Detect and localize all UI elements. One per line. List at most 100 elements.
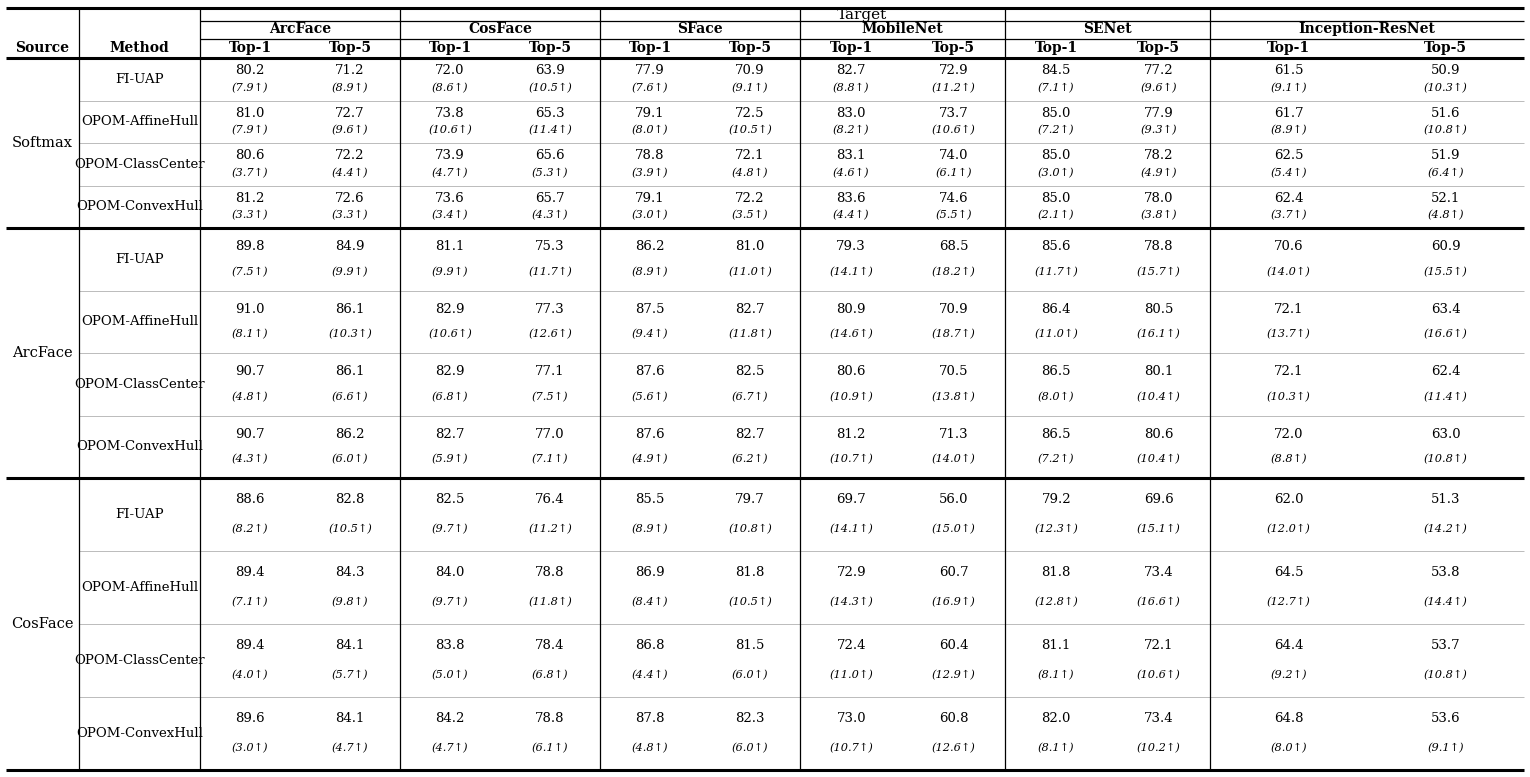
Text: (10.8↑): (10.8↑)	[1423, 670, 1467, 680]
Text: (16.9↑): (16.9↑)	[932, 597, 976, 608]
Text: (4.7↑): (4.7↑)	[431, 168, 468, 178]
Text: (8.2↑): (8.2↑)	[832, 125, 869, 135]
Text: 73.6: 73.6	[435, 192, 465, 205]
Text: (10.5↑): (10.5↑)	[728, 125, 773, 135]
Text: 90.7: 90.7	[236, 365, 265, 378]
Text: (4.8↑): (4.8↑)	[1427, 210, 1464, 221]
Text: Top-5: Top-5	[528, 41, 572, 55]
Text: (6.1↑): (6.1↑)	[532, 743, 568, 753]
Text: (3.3↑): (3.3↑)	[332, 210, 369, 221]
Text: (16.1↑): (16.1↑)	[1137, 329, 1181, 340]
Text: (9.1↑): (9.1↑)	[1270, 82, 1307, 93]
Text: 60.8: 60.8	[939, 713, 968, 726]
Text: 53.7: 53.7	[1431, 639, 1460, 653]
Text: Top-1: Top-1	[829, 41, 872, 55]
Text: FI-UAP: FI-UAP	[115, 508, 164, 521]
Text: (7.1↑): (7.1↑)	[1037, 82, 1074, 93]
Text: 80.6: 80.6	[1144, 428, 1174, 441]
Text: 81.8: 81.8	[1042, 566, 1071, 580]
Text: (6.0↑): (6.0↑)	[332, 454, 369, 465]
Text: 64.4: 64.4	[1274, 639, 1304, 653]
Text: SFace: SFace	[678, 22, 722, 36]
Text: 72.9: 72.9	[939, 64, 968, 77]
Text: (10.4↑): (10.4↑)	[1137, 392, 1181, 402]
Text: (6.0↑): (6.0↑)	[731, 743, 768, 753]
Text: 85.0: 85.0	[1042, 106, 1071, 120]
Text: (10.6↑): (10.6↑)	[1137, 670, 1181, 680]
Text: (8.0↑): (8.0↑)	[1270, 743, 1307, 753]
Text: (14.2↑): (14.2↑)	[1423, 524, 1467, 535]
Text: 73.4: 73.4	[1144, 566, 1174, 580]
Text: (6.4↑): (6.4↑)	[1427, 168, 1464, 178]
Text: (14.1↑): (14.1↑)	[829, 267, 874, 277]
Text: (11.7↑): (11.7↑)	[1034, 267, 1079, 277]
Text: (11.8↑): (11.8↑)	[528, 597, 572, 608]
Text: (8.1↑): (8.1↑)	[1037, 670, 1074, 680]
Text: (5.4↑): (5.4↑)	[1270, 168, 1307, 178]
Text: 86.1: 86.1	[335, 303, 364, 315]
Text: (10.3↑): (10.3↑)	[327, 329, 372, 340]
Text: (15.5↑): (15.5↑)	[1423, 267, 1467, 277]
Text: ArcFace: ArcFace	[269, 22, 330, 36]
Text: 84.1: 84.1	[335, 713, 364, 726]
Text: 86.8: 86.8	[635, 639, 664, 653]
Text: 82.9: 82.9	[435, 365, 465, 378]
Text: (7.5↑): (7.5↑)	[231, 267, 268, 277]
Text: 72.1: 72.1	[1274, 303, 1304, 315]
Text: (11.2↑): (11.2↑)	[528, 524, 572, 535]
Text: 81.1: 81.1	[1042, 639, 1071, 653]
Text: Top-5: Top-5	[329, 41, 372, 55]
Text: 77.0: 77.0	[536, 428, 565, 441]
Text: (10.5↑): (10.5↑)	[528, 82, 572, 93]
Text: 87.8: 87.8	[635, 713, 664, 726]
Text: 71.3: 71.3	[939, 428, 968, 441]
Text: 84.2: 84.2	[436, 713, 465, 726]
Text: 89.8: 89.8	[236, 240, 265, 253]
Text: (14.6↑): (14.6↑)	[829, 329, 874, 340]
Text: (10.7↑): (10.7↑)	[829, 454, 874, 465]
Text: 62.4: 62.4	[1274, 192, 1304, 205]
Text: 51.9: 51.9	[1431, 149, 1460, 162]
Text: 77.1: 77.1	[536, 365, 565, 378]
Text: (7.2↑): (7.2↑)	[1037, 125, 1074, 135]
Text: Method: Method	[110, 41, 170, 55]
Text: (8.6↑): (8.6↑)	[431, 82, 468, 93]
Text: 69.7: 69.7	[837, 493, 866, 507]
Text: (9.9↑): (9.9↑)	[431, 267, 468, 277]
Text: (18.2↑): (18.2↑)	[932, 267, 976, 277]
Text: (14.1↑): (14.1↑)	[829, 524, 874, 535]
Text: 86.1: 86.1	[335, 365, 364, 378]
Text: CosFace: CosFace	[468, 22, 532, 36]
Text: (7.5↑): (7.5↑)	[532, 392, 568, 402]
Text: (18.7↑): (18.7↑)	[932, 329, 976, 340]
Text: 72.4: 72.4	[837, 639, 866, 653]
Text: 80.2: 80.2	[236, 64, 265, 77]
Text: (15.1↑): (15.1↑)	[1137, 524, 1181, 535]
Text: 78.8: 78.8	[536, 566, 565, 580]
Text: 82.7: 82.7	[837, 64, 866, 77]
Text: Top-1: Top-1	[629, 41, 672, 55]
Text: (10.7↑): (10.7↑)	[829, 743, 874, 753]
Text: 86.2: 86.2	[635, 240, 664, 253]
Text: OPOM-ConvexHull: OPOM-ConvexHull	[76, 727, 203, 740]
Text: 86.2: 86.2	[335, 428, 364, 441]
Text: 85.0: 85.0	[1042, 192, 1071, 205]
Text: 86.5: 86.5	[1042, 365, 1071, 378]
Text: Target: Target	[837, 8, 887, 22]
Text: (10.6↑): (10.6↑)	[428, 329, 471, 340]
Text: (5.6↑): (5.6↑)	[632, 392, 669, 402]
Text: 78.8: 78.8	[635, 149, 664, 162]
Text: (9.1↑): (9.1↑)	[1427, 743, 1464, 753]
Text: OPOM-AffineHull: OPOM-AffineHull	[81, 115, 197, 128]
Text: MobileNet: MobileNet	[861, 22, 944, 36]
Text: (9.7↑): (9.7↑)	[431, 524, 468, 535]
Text: 70.9: 70.9	[939, 303, 968, 315]
Text: (12.3↑): (12.3↑)	[1034, 524, 1079, 535]
Text: (3.4↑): (3.4↑)	[431, 210, 468, 221]
Text: (9.4↑): (9.4↑)	[632, 329, 669, 340]
Text: (8.9↑): (8.9↑)	[1270, 125, 1307, 135]
Text: (8.9↑): (8.9↑)	[332, 82, 369, 93]
Text: (9.6↑): (9.6↑)	[1140, 82, 1177, 93]
Text: (10.5↑): (10.5↑)	[327, 524, 372, 535]
Text: (9.6↑): (9.6↑)	[332, 125, 369, 135]
